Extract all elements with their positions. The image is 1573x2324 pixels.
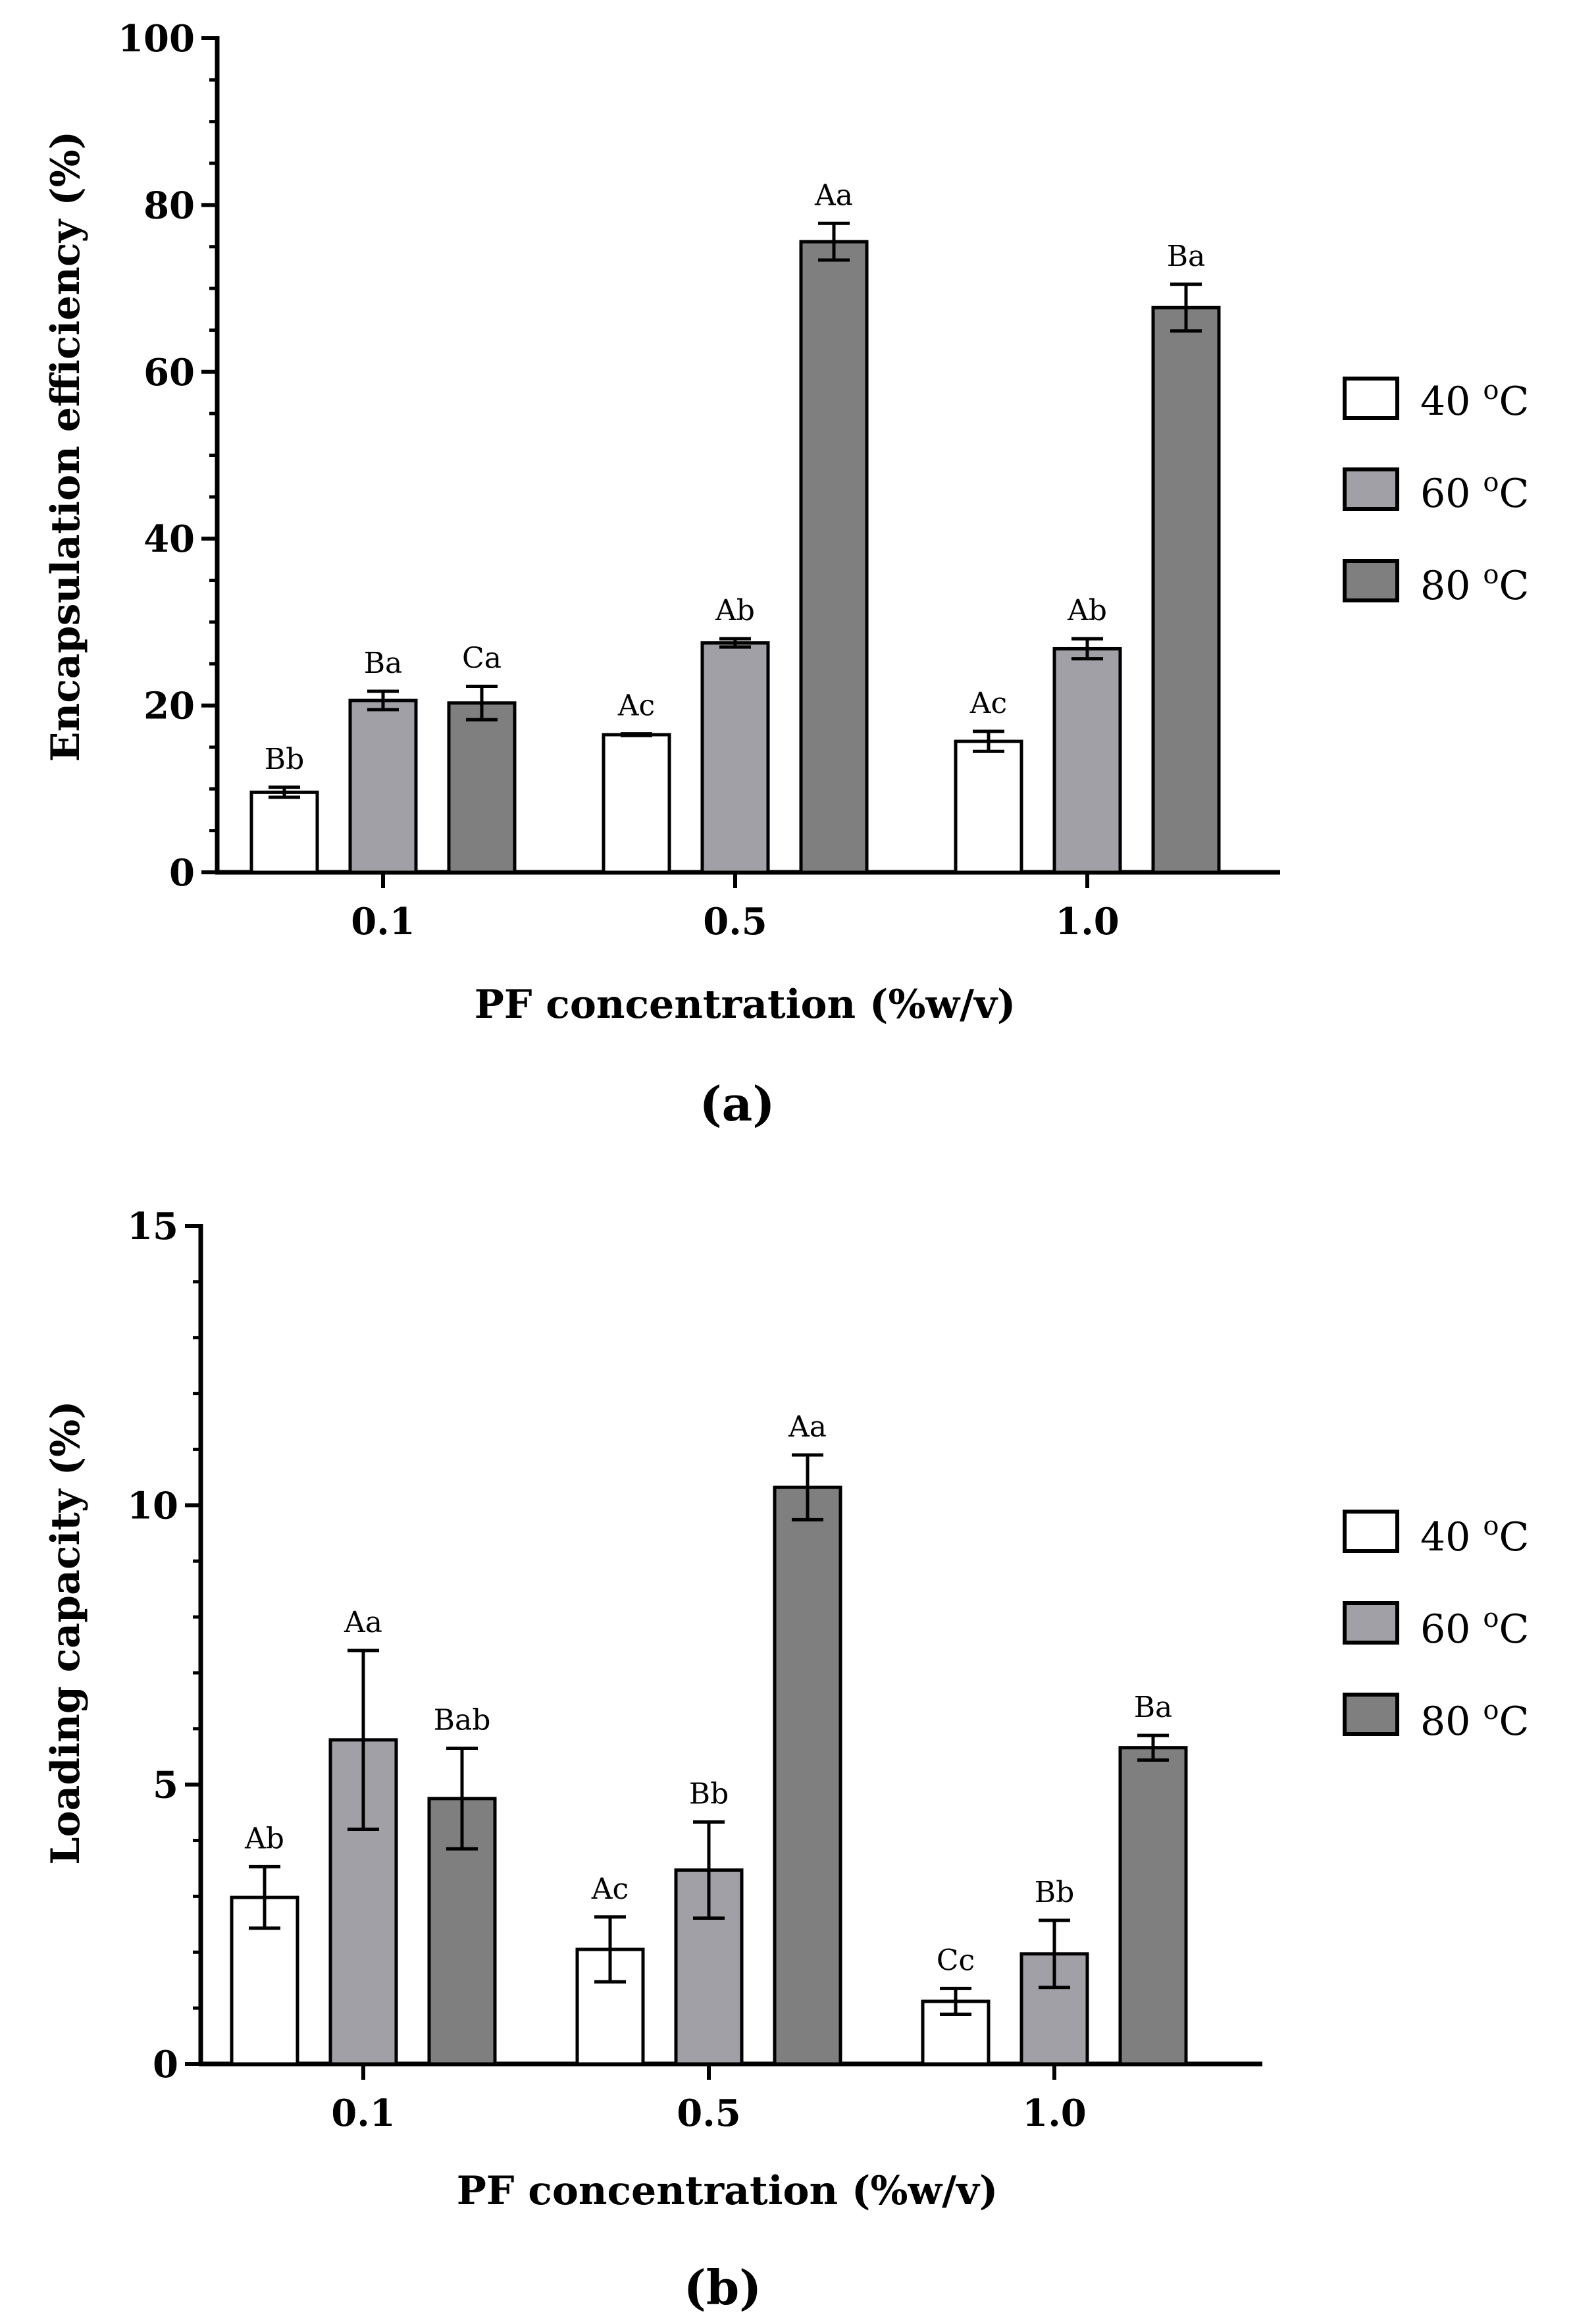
panel-b-x-tick-label: 0.5 [677,2092,740,2135]
panel-a-bar [447,701,517,874]
panel-a-significance-label: Aa [814,178,853,212]
panel-a-bar [954,739,1023,874]
panel-a-bar [602,733,671,874]
panel-b-y-tick-label: 0 [153,2043,178,2086]
panel-a-significance-label: Ab [1067,594,1107,627]
panel-a-y-tick-label: 0 [169,851,195,895]
panel-b-significance-label: Aa [344,1606,382,1639]
legend-a-swatch-60 [1343,467,1399,511]
panel-a-significance-label: Ab [715,594,755,627]
legend-a-label-60: 60 oC [1420,467,1529,517]
panel-a-legend: 40 oC 60 oC 80 oC [1343,375,1529,609]
panel-a-significance-label: Ca [462,641,502,675]
panel-a-x-tick-label: 0.5 [703,900,767,943]
panel-b-significance-label: Bab [434,1704,491,1737]
panel-a-significance-label: Ac [969,687,1007,720]
panel-a-bar [249,790,319,874]
legend-b-swatch-40 [1343,1510,1399,1553]
legend-b-label-40: 40 oC [1420,1511,1529,1560]
panel-b-significance-label: Ac [591,1872,629,1906]
legend-b-swatch-60 [1343,1601,1399,1645]
panel-b-label: (b) [684,2259,761,2315]
panel-b-significance-label: Ba [1134,1691,1173,1724]
legend-a-label-80: 80 oC [1420,560,1529,609]
panel-b-x-tick-label: 0.1 [331,2092,395,2135]
panel-a-y-tick-label: 60 [143,351,195,394]
panel-b-significance-label: Ab [244,1822,284,1855]
legend-a-label-40: 40 oC [1420,375,1529,425]
panel-b-legend: 40 oC 60 oC 80 oC [1343,1510,1529,1745]
panel-b-bar [1118,1746,1188,2066]
panel-b-y-axis-label: Loading capacity (%) [43,1400,89,1864]
legend-b-swatch-80 [1343,1693,1399,1736]
legend-b-label-80: 80 oC [1420,1695,1529,1745]
panel-a-significance-label: Bb [265,743,305,776]
legend-a-swatch-40 [1343,377,1399,420]
panel-b-y-tick-label: 5 [153,1764,178,1807]
panel-a-significance-label: Ac [617,689,655,723]
panel-a-bars: Bb Ba Ca Ac Ab Aa Ac Ab Ba [249,178,1221,874]
panel-b-significance-label: Aa [788,1410,827,1444]
panel-b-x-tick-label: 1.0 [1022,2092,1086,2135]
panel-a-bar [348,699,418,874]
panel-a-y-axis-label: Encapsulation efficiency (%) [43,131,89,762]
panel-a-bar [1151,305,1221,874]
panel-a-chart: 0 20 40 60 80 100 0.1 0.5 1.0 Bb Ba Ca Ac Ab Aa Ac Ab Ba… [43,17,1280,1132]
panel-b-significance-label: Bb [1035,1876,1075,1909]
panel-a-y-tick-label: 100 [118,17,195,61]
legend-b-label-60: 60 oC [1420,1603,1529,1652]
panel-a-x-axis-label: PF concentration (%w/v) [475,982,1016,1028]
panel-a-y-tick-label: 80 [143,184,195,227]
panel-a-x-tick-label: 1.0 [1055,900,1119,943]
panel-a-bar [799,240,869,874]
panel-a-significance-label: Ba [1167,240,1206,273]
panel-b-y-tick-label: 10 [127,1484,178,1527]
panel-a-label: (a) [700,1076,775,1132]
panel-a-y-tick-label: 20 [143,685,195,728]
panel-a-x-tick-label: 0.1 [351,900,415,943]
panel-b-bars: Ab Aa Bab Ac Bb Aa Cc Bb Ba [230,1410,1188,2066]
panel-b-significance-label: Cc [937,1943,975,1977]
panel-a-y-tick-label: 40 [143,517,195,561]
panel-b-x-axis-label: PF concentration (%w/v) [457,2168,998,2214]
legend-a-swatch-80 [1343,559,1399,602]
panel-b-significance-label: Bb [689,1778,729,1811]
panel-b-chart: 0 5 10 15 0.1 0.5 1.0 Ab Aa Bab Ac Bb Aa Cc Bb Ba Load… [43,1205,1262,2315]
panel-a-bar [1052,647,1122,874]
panel-a-significance-label: Ba [364,647,403,680]
panel-a-bar [700,641,770,874]
panel-b-bar [773,1485,842,2066]
panel-b-y-tick-label: 15 [127,1205,178,1248]
